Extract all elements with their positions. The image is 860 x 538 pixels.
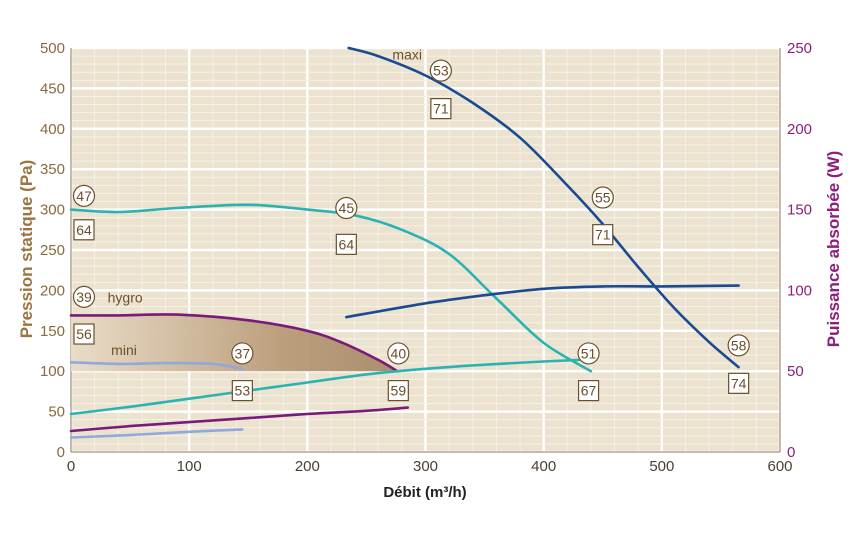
series-annotation: maxi bbox=[392, 46, 422, 62]
y-tick-label-right: 0 bbox=[787, 444, 795, 461]
y-tick-label-left: 200 bbox=[40, 282, 65, 299]
box-marker-label: 74 bbox=[731, 375, 747, 391]
circle-marker bbox=[429, 59, 452, 82]
box-marker-label: 53 bbox=[235, 383, 251, 399]
series-annotation: mini bbox=[111, 342, 137, 358]
x-tick-label: 400 bbox=[531, 458, 556, 475]
box-marker bbox=[387, 379, 409, 402]
circle-marker bbox=[387, 342, 410, 365]
circle-marker-label: 37 bbox=[235, 345, 251, 361]
circle-marker bbox=[727, 334, 750, 357]
series-power-line bbox=[345, 284, 740, 319]
x-tick-label: 600 bbox=[767, 458, 792, 475]
y-tick-label-right: 200 bbox=[787, 121, 812, 138]
box-marker bbox=[592, 224, 614, 246]
y-tick-label-left: 250 bbox=[40, 242, 65, 259]
box-marker-label: 64 bbox=[76, 222, 92, 238]
y-axis-title-right: Puissance absorbée (W) bbox=[824, 151, 843, 348]
box-marker bbox=[335, 233, 357, 255]
circle-marker bbox=[335, 196, 358, 220]
circle-marker bbox=[72, 285, 96, 308]
box-marker bbox=[73, 323, 95, 345]
box-marker-label: 56 bbox=[76, 326, 92, 342]
x-tick-label: 500 bbox=[649, 458, 674, 475]
box-marker bbox=[430, 97, 452, 120]
y-tick-label-left: 0 bbox=[57, 444, 65, 461]
y-tick-label-left: 50 bbox=[48, 404, 65, 421]
y-tick-label-left: 300 bbox=[40, 202, 65, 219]
box-marker-label: 59 bbox=[391, 383, 407, 399]
y-tick-label-left: 400 bbox=[40, 121, 65, 138]
y-tick-label-left: 350 bbox=[40, 161, 65, 178]
series-power-line bbox=[69, 428, 244, 439]
x-tick-label: 0 bbox=[67, 458, 75, 475]
circle-marker-label: 47 bbox=[76, 188, 92, 204]
x-tick-label: 100 bbox=[177, 458, 202, 475]
box-marker bbox=[728, 372, 750, 394]
box-marker bbox=[577, 379, 600, 402]
y-tick-label-left: 450 bbox=[40, 80, 65, 97]
y-tick-label-right: 100 bbox=[787, 282, 812, 299]
circle-marker-label: 55 bbox=[595, 189, 611, 205]
circle-marker-label: 39 bbox=[76, 289, 92, 305]
circle-marker bbox=[72, 184, 96, 207]
series-power-line bbox=[69, 406, 410, 433]
x-tick-label: 300 bbox=[413, 458, 438, 475]
box-marker-label: 67 bbox=[581, 383, 597, 399]
hygro-pressure-line bbox=[69, 313, 398, 372]
y-tick-label-left: 100 bbox=[40, 363, 65, 380]
box-marker-label: 64 bbox=[339, 236, 355, 252]
y-tick-label-right: 150 bbox=[787, 202, 812, 219]
box-marker bbox=[73, 219, 95, 241]
hygro-area-fill bbox=[71, 314, 396, 372]
y-tick-label-right: 250 bbox=[787, 40, 812, 57]
y-tick-label-left: 150 bbox=[40, 323, 65, 340]
circle-marker-label: 40 bbox=[391, 345, 407, 361]
circle-marker-label: 58 bbox=[731, 337, 747, 353]
box-marker-label: 71 bbox=[595, 227, 611, 243]
circle-marker bbox=[577, 342, 600, 365]
x-axis-title: Débit (m³/h) bbox=[383, 484, 466, 501]
circle-marker bbox=[591, 186, 614, 209]
maxi-pressure-line bbox=[347, 46, 740, 369]
circle-marker-label: 45 bbox=[339, 200, 355, 216]
hygro-shaded-area bbox=[71, 314, 396, 372]
tick-labels: 0 100 200 300 400 500 600050100150200250300350… bbox=[40, 40, 812, 475]
y-tick-label-left: 500 bbox=[40, 40, 65, 57]
markers: 53 55 58 47 45 39 37 40 51 71 71 74 64 64 56 53 59 67 bbox=[72, 59, 750, 402]
series-power-line bbox=[69, 358, 581, 416]
circle-marker bbox=[231, 342, 254, 365]
grid bbox=[69, 46, 782, 454]
mini-pressure-line bbox=[69, 361, 244, 371]
series-annotation: hygro bbox=[108, 290, 143, 306]
box-marker-label: 71 bbox=[433, 101, 449, 117]
box-marker bbox=[231, 379, 253, 402]
y-tick-label-right: 50 bbox=[787, 363, 804, 380]
circle-marker-label: 53 bbox=[433, 63, 449, 79]
x-tick-label: 200 bbox=[295, 458, 320, 475]
circle-marker-label: 51 bbox=[581, 345, 597, 361]
annotations: maxi hygro mini bbox=[108, 46, 422, 358]
y-axis-title-left: Pression statique (Pa) bbox=[17, 160, 36, 339]
